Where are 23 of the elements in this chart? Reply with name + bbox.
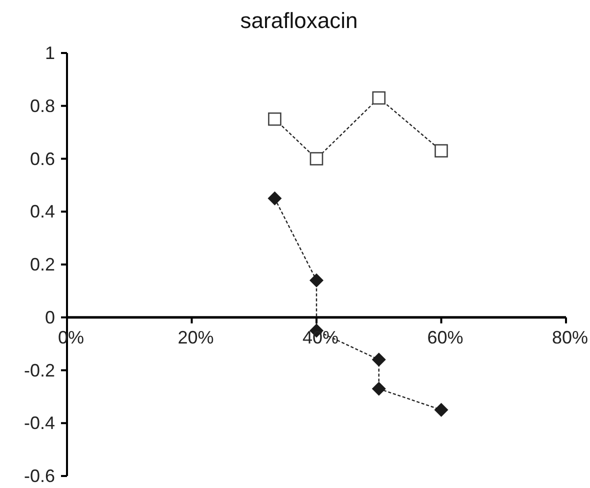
point <box>372 91 386 105</box>
point <box>434 144 448 158</box>
y-tick-label: -0.2 <box>24 360 55 380</box>
chart-title: sarafloxacin <box>239 8 359 34</box>
x-tick-label: 20% <box>178 327 214 348</box>
point <box>310 273 324 288</box>
y-tick-label: 1 <box>44 43 55 63</box>
x-tick-label: 60% <box>427 327 464 348</box>
y-tick-label: 0 <box>44 307 55 328</box>
y-tick-label: 0.8 <box>30 96 55 116</box>
x-tick-label: 40% <box>302 327 339 348</box>
y-tick-label: 0.6 <box>30 148 55 169</box>
y-tick-label: -0.4 <box>24 413 55 434</box>
x-tick-label: 80% <box>552 327 588 348</box>
point <box>268 112 282 126</box>
point <box>434 402 448 417</box>
point <box>372 382 386 396</box>
point <box>310 152 324 166</box>
y-tick-label: 0.4 <box>30 202 55 222</box>
point <box>372 352 386 367</box>
point <box>268 191 282 206</box>
y-tick-label: -0.6 <box>24 466 55 486</box>
y-tick-label: 0.2 <box>30 254 55 274</box>
